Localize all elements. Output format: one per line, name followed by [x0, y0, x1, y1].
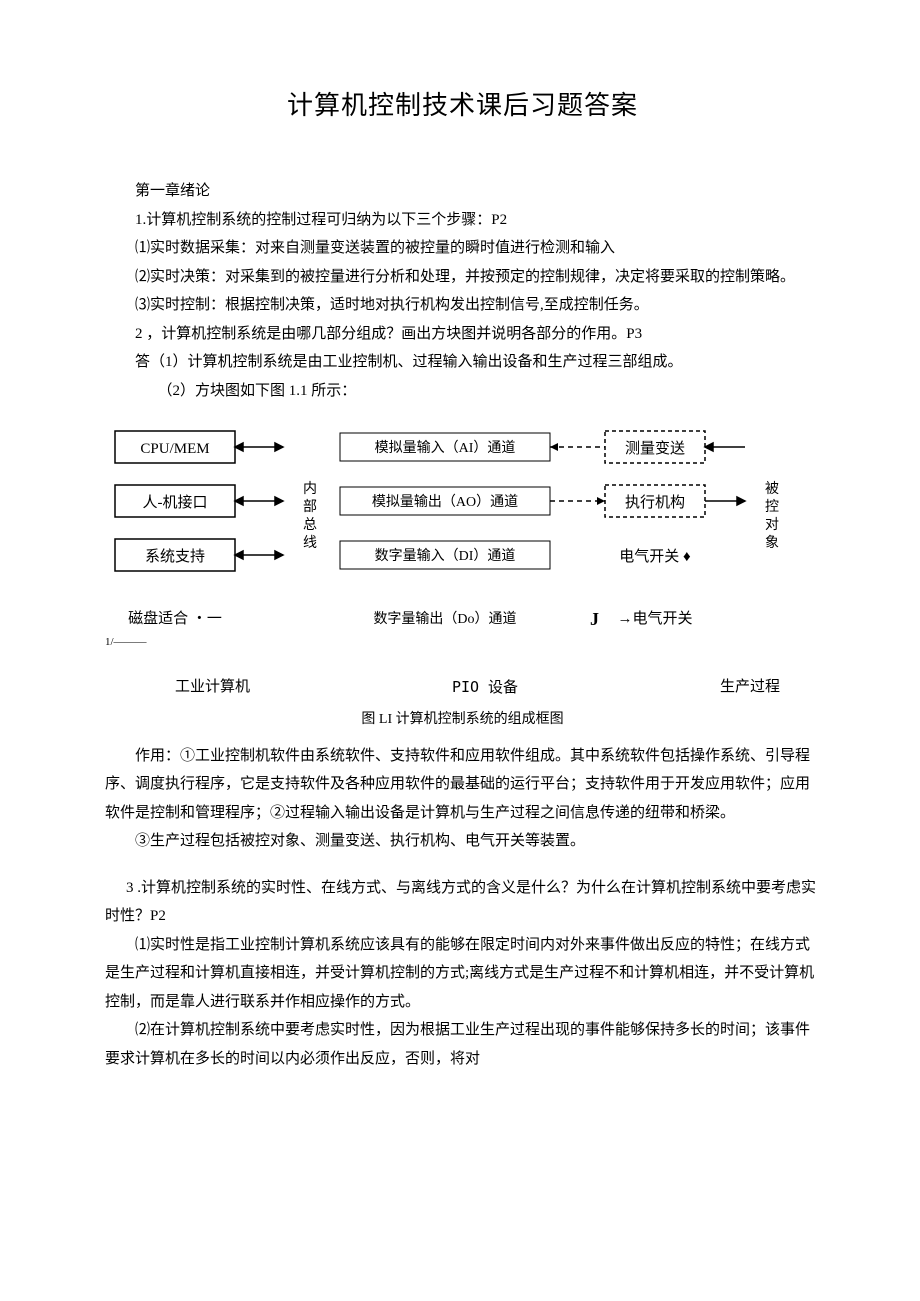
q3-a: ⑴实时性是指工业控制计算机系统应该具有的能够在限定时间内对外来事件做出反应的特性…: [105, 931, 820, 1017]
group-label-3: 生产过程: [720, 673, 780, 702]
box-do: 数字量输出（Do）通道: [373, 611, 516, 627]
bus-c1: 内: [303, 481, 317, 497]
right-text-1: 电气开关 ♦: [619, 548, 691, 565]
bus-c3: 总: [303, 517, 317, 533]
bus-label: 内 部 总 线: [303, 481, 317, 551]
bus-c4: 线: [303, 535, 317, 551]
document-title: 计算机控制技术课后习题答案: [105, 85, 820, 122]
mid-right-arrowheads: [550, 443, 605, 505]
disk-text: 磁盘适合 ・一: [128, 609, 222, 627]
diagram-caption: 图 LI 计算机控制系统的组成框图: [105, 707, 820, 734]
body: 第一章绪论 1.计算机控制系统的控制过程可归纳为以下三个步骤：P2 ⑴实时数据采…: [105, 177, 820, 1073]
right-boxes: 测量变送 执行机构: [605, 431, 705, 517]
diagram: CPU/MEM 人-机接口 系统支持: [105, 423, 820, 734]
j-text: J: [590, 609, 599, 629]
box-ai: 模拟量输入（AI）通道: [375, 440, 516, 456]
q2-role-p1: 作用：①工业控制机软件由系统软件、支持软件和应用软件组成。其中系统软件包括操作系…: [105, 742, 820, 828]
mid-boxes: 模拟量输入（AI）通道 模拟量输出（AO）通道 数字量输入（DI）通道: [340, 433, 550, 569]
bus-c2: 部: [303, 499, 317, 515]
box-di: 数字量输入（DI）通道: [375, 548, 516, 564]
box-cpu: CPU/MEM: [140, 441, 209, 457]
group-labels: 工业计算机 PIO 设备 生产过程: [105, 673, 820, 702]
q1-b: ⑵实时决策：对采集到的被控量进行分析和处理，并按预定的控制规律，决定将要采取的控…: [105, 263, 820, 292]
left-arrows: [235, 443, 283, 559]
obj-c1: 被: [765, 481, 779, 497]
right-in-arrows: [705, 443, 745, 505]
box-actuator: 执行机构: [625, 494, 685, 511]
right-text-2: →电气开关: [617, 610, 692, 627]
obj-c3: 对: [765, 517, 779, 533]
box-support: 系统支持: [145, 548, 205, 565]
chapter-heading: 第一章绪论: [105, 177, 820, 206]
q2-stem: 2 ，计算机控制系统是由哪几部分组成？画出方块图并说明各部分的作用。P3: [105, 320, 820, 349]
box-ao: 模拟量输出（AO）通道: [372, 494, 518, 510]
q2-ans1: 答（1）计算机控制系统是由工业控制机、过程输入输出设备和生产过程三部组成。: [105, 348, 820, 377]
diagram-svg: CPU/MEM 人-机接口 系统支持: [105, 423, 820, 658]
obj-c4: 象: [765, 535, 779, 551]
page: 计算机控制技术课后习题答案 第一章绪论 1.计算机控制系统的控制过程可归纳为以下…: [0, 0, 920, 1301]
left-boxes: CPU/MEM 人-机接口 系统支持: [115, 431, 235, 571]
q3-stem-text: 3 .计算机控制系统的实时性、在线方式、与离线方式的含义是什么？为什么在计算机控…: [105, 874, 820, 931]
mid-right-dash: [550, 447, 605, 501]
q1-stem: 1.计算机控制系统的控制过程可归纳为以下三个步骤：P2: [105, 206, 820, 235]
group-label-1: 工业计算机: [175, 673, 250, 702]
obj-c2: 控: [765, 499, 779, 515]
group-label-2: PIO 设备: [452, 673, 518, 702]
box-measure: 测量变送: [625, 440, 685, 457]
stray-mark: 1/———: [105, 636, 148, 648]
spacer: [105, 856, 820, 874]
q2-role-p2: ③生产过程包括被控对象、测量变送、执行机构、电气开关等装置。: [105, 827, 820, 856]
box-hmi: 人-机接口: [143, 494, 208, 511]
q1-c: ⑶实时控制：根据控制决策，适时地对执行机构发出控制信号,至成控制任务。: [105, 291, 820, 320]
q2-ans2: （2）方块图如下图 1.1 所示：: [105, 377, 820, 406]
q3-b: ⑵在计算机控制系统中要考虑实时性，因为根据工业生产过程出现的事件能够保持多长的时…: [105, 1016, 820, 1073]
q1-a: ⑴实时数据采集：对来自测量变送装置的被控量的瞬时值进行检测和输入: [105, 234, 820, 263]
q3-stem: 3 .计算机控制系统的实时性、在线方式、与离线方式的含义是什么？为什么在计算机控…: [105, 874, 820, 931]
controlled-object-label: 被 控 对 象: [765, 481, 779, 551]
